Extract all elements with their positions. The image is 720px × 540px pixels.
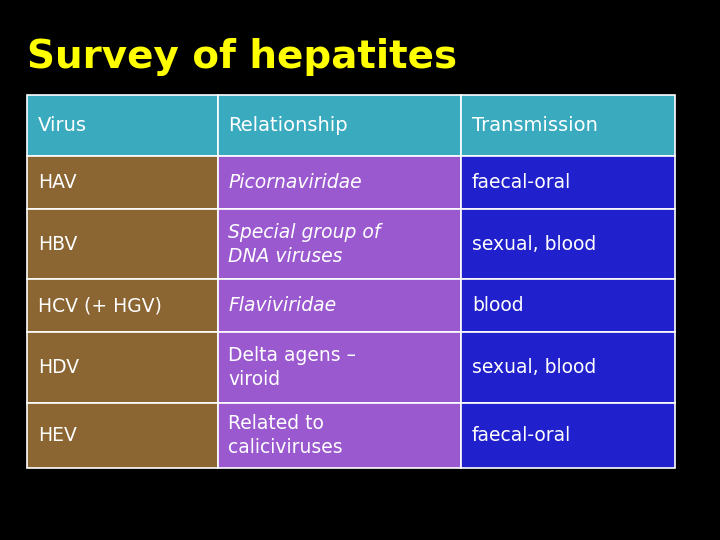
Text: Transmission: Transmission (472, 116, 598, 135)
Text: faecal-oral: faecal-oral (472, 173, 571, 192)
Text: Virus: Virus (38, 116, 87, 135)
Bar (217, 279, 462, 333)
Bar (27, 279, 217, 333)
Text: faecal-oral: faecal-oral (472, 426, 571, 445)
Bar (462, 156, 675, 209)
Bar (217, 403, 462, 469)
Text: Relationship: Relationship (228, 116, 348, 135)
Bar (462, 403, 675, 469)
Text: blood: blood (472, 296, 523, 315)
Bar (27, 333, 217, 403)
Text: Survey of hepatites: Survey of hepatites (27, 38, 457, 76)
Bar (217, 209, 462, 279)
Bar (217, 333, 462, 403)
Bar (27, 94, 217, 156)
Text: Special group of
DNA viruses: Special group of DNA viruses (228, 223, 381, 266)
Bar (217, 94, 462, 156)
Text: HDV: HDV (38, 358, 79, 377)
Bar (27, 403, 217, 469)
Text: sexual, blood: sexual, blood (472, 358, 596, 377)
Text: HAV: HAV (38, 173, 77, 192)
Bar (462, 209, 675, 279)
Text: Picornaviridae: Picornaviridae (228, 173, 362, 192)
Text: Flaviviridae: Flaviviridae (228, 296, 336, 315)
Text: Related to
caliciviruses: Related to caliciviruses (228, 414, 343, 457)
Text: Delta agens –
viroid: Delta agens – viroid (228, 346, 356, 389)
Bar (217, 156, 462, 209)
Text: sexual, blood: sexual, blood (472, 235, 596, 254)
Bar (27, 156, 217, 209)
Text: HCV (+ HGV): HCV (+ HGV) (38, 296, 162, 315)
Bar (27, 209, 217, 279)
Bar (462, 279, 675, 333)
Bar (462, 333, 675, 403)
Text: HEV: HEV (38, 426, 77, 445)
Text: HBV: HBV (38, 235, 78, 254)
Bar (462, 94, 675, 156)
